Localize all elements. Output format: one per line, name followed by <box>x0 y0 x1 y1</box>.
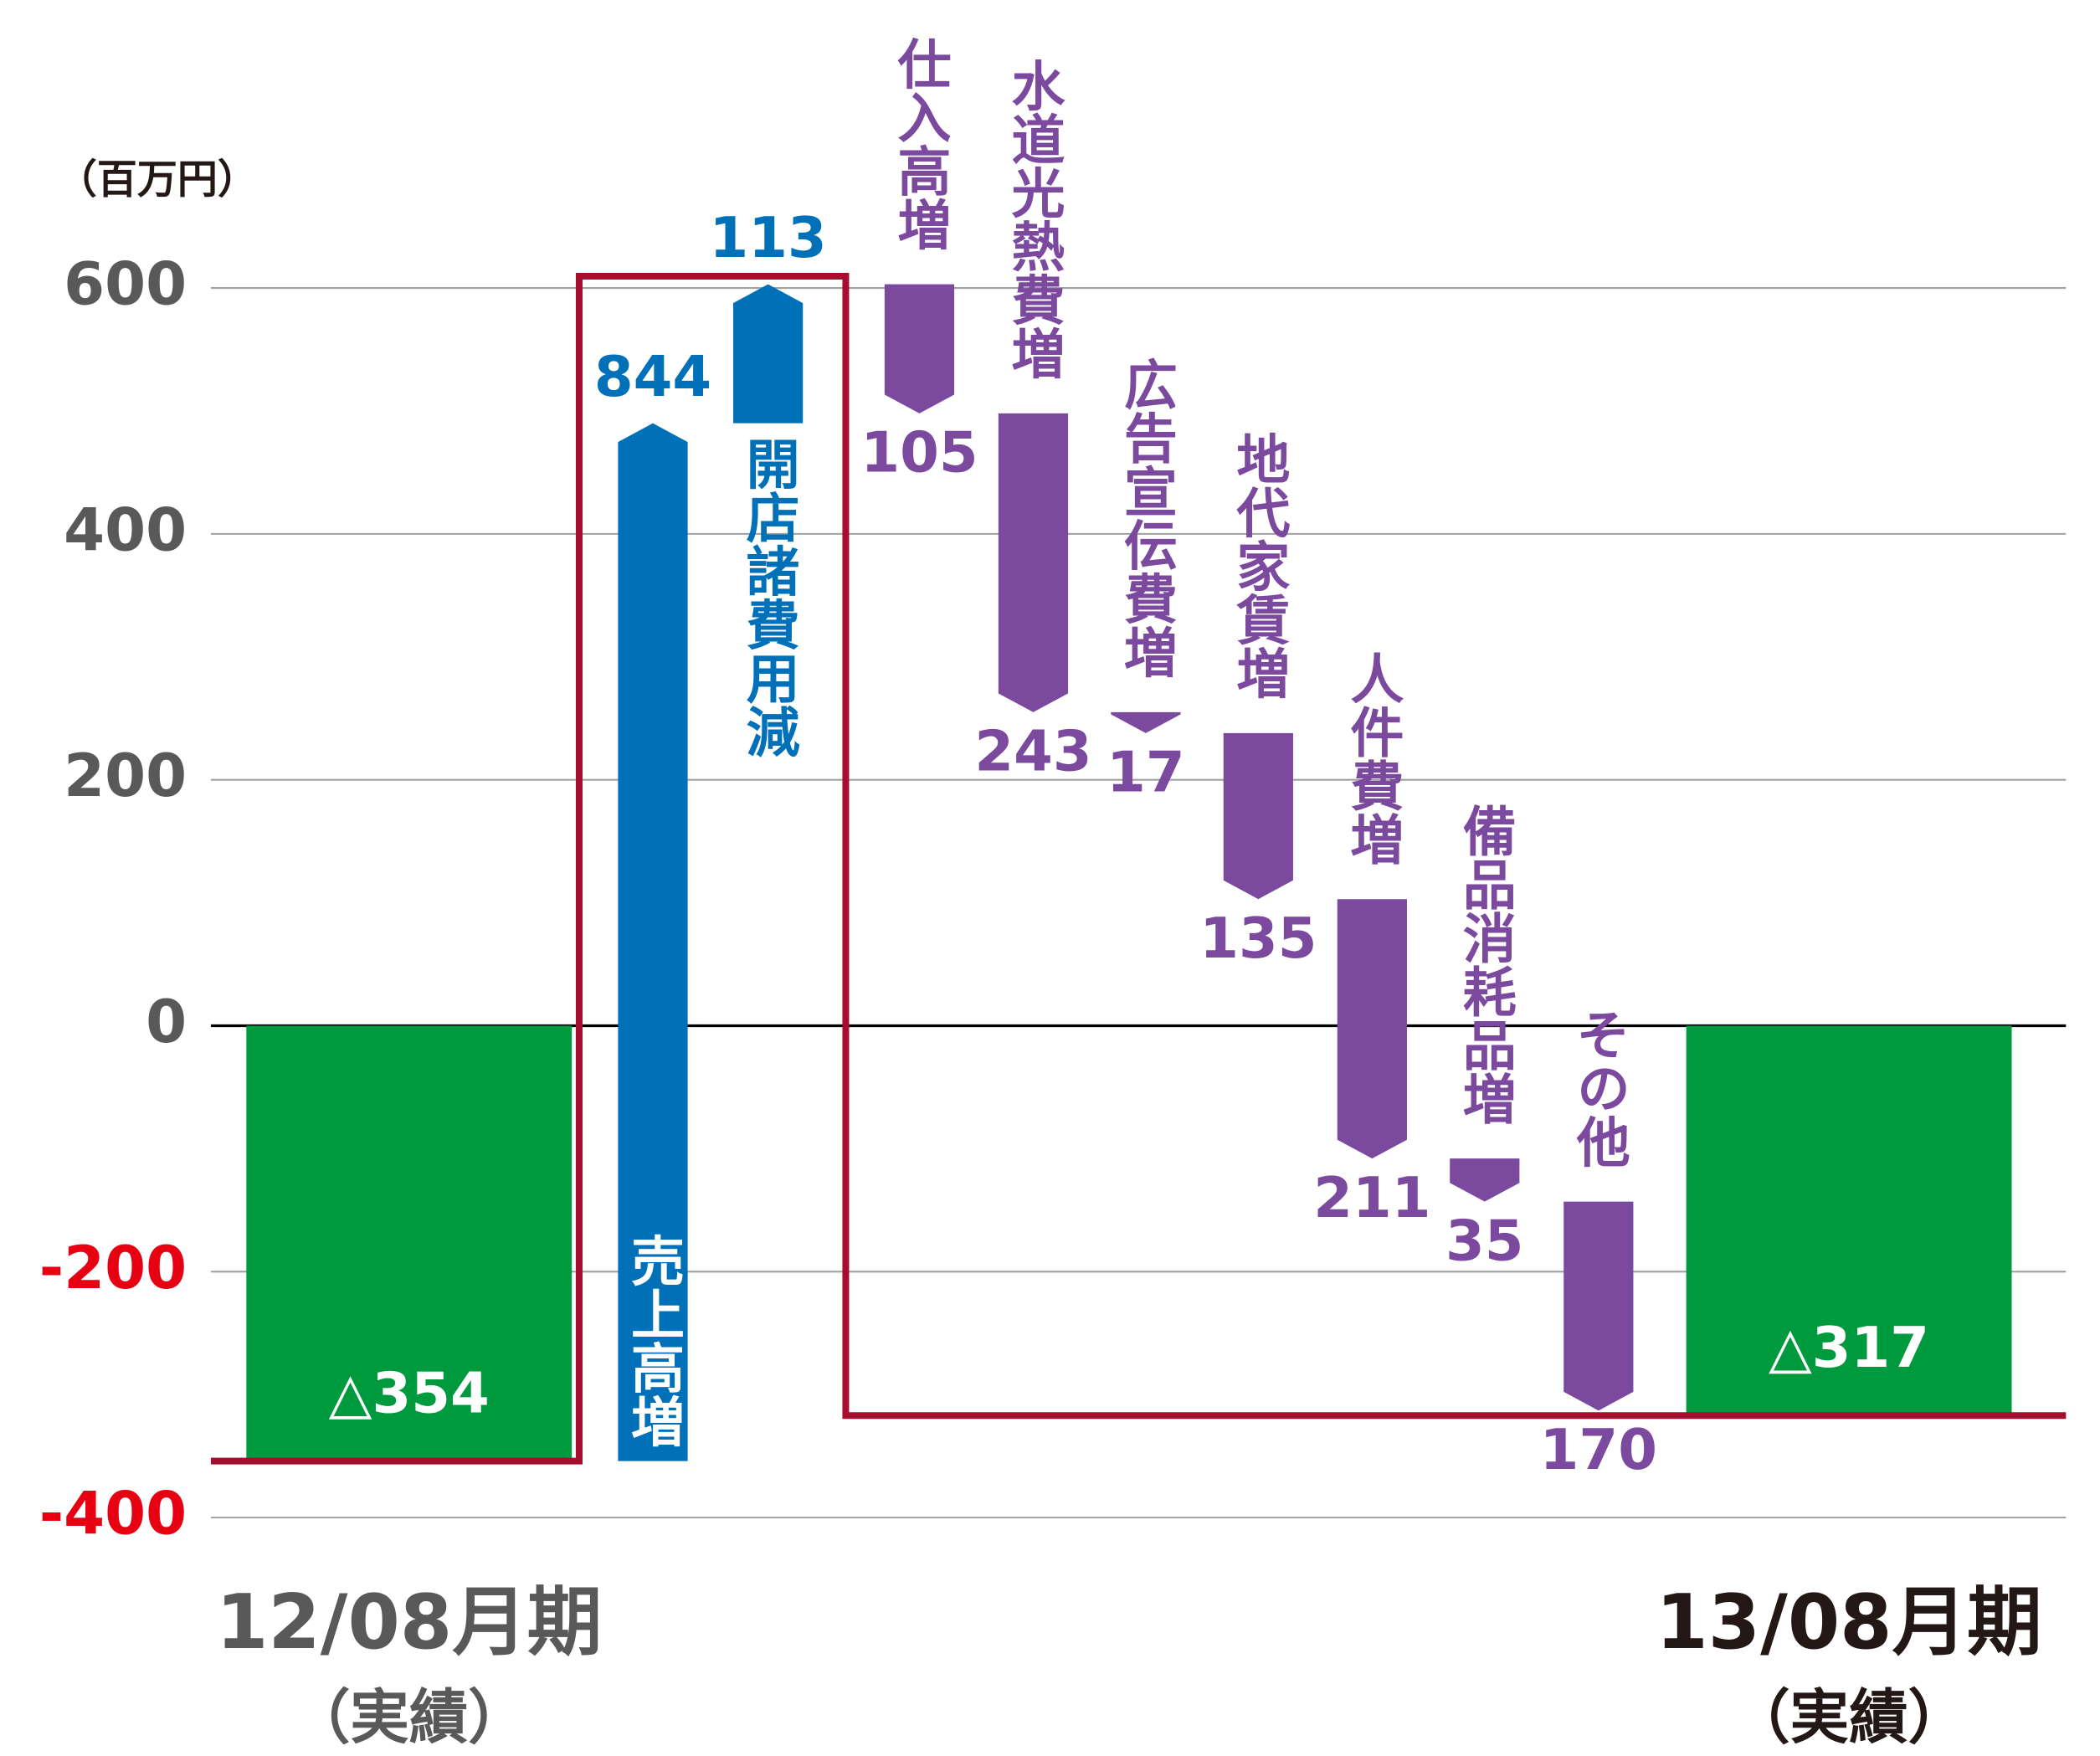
y-tick-label: 400 <box>64 495 187 564</box>
decrease-arrow <box>884 284 955 413</box>
value-label: 170 <box>1540 1417 1657 1482</box>
y-tick-label: 200 <box>64 742 187 810</box>
value-label: 105 <box>860 420 978 485</box>
highlight-frame <box>210 273 2067 1465</box>
decrease-arrow <box>1563 1201 1634 1411</box>
total-bar <box>1686 1025 2012 1416</box>
value-label: 135 <box>1199 906 1317 971</box>
category-label: 備品消耗品増 <box>1454 804 1517 1125</box>
y-tick-label: -400 <box>39 1480 187 1548</box>
y-tick-label: 600 <box>64 250 187 319</box>
category-label: その他 <box>1568 1008 1631 1168</box>
category-note: （実績） <box>1731 1683 1967 1752</box>
y-axis-unit: （百万円） <box>57 157 258 203</box>
decrease-arrow <box>998 413 1069 712</box>
decrease-arrow <box>1337 899 1407 1159</box>
y-tick-label: -200 <box>39 1234 187 1302</box>
category-label: 広告宣伝費増 <box>1115 357 1178 679</box>
category-label: 人件費増 <box>1341 651 1404 865</box>
category-label: 売上高増 <box>622 1234 685 1448</box>
value-label: 113 <box>709 205 826 270</box>
category-label: 地代家賃増 <box>1227 432 1291 700</box>
value-label: 844 <box>594 344 711 409</box>
value-label: 17 <box>1106 740 1185 805</box>
category-label: 仕入高増 <box>888 37 951 251</box>
category-label: 開店諸費用減 <box>737 437 800 758</box>
value-label: △354 <box>329 1360 490 1425</box>
value-label: 35 <box>1445 1208 1524 1273</box>
increase-arrow <box>618 423 688 1461</box>
increase-arrow <box>733 284 804 424</box>
decrease-arrow <box>1223 732 1293 900</box>
decrease-arrow <box>1450 1158 1520 1202</box>
category-label: 水道光熱費増 <box>1002 59 1065 380</box>
value-label: △317 <box>1769 1315 1929 1380</box>
category-label: 13/08月期 <box>1656 1579 2041 1666</box>
category-note: （実績） <box>291 1683 527 1752</box>
total-bar <box>246 1025 572 1461</box>
value-label: 243 <box>974 719 1091 784</box>
y-tick-label: 0 <box>146 988 187 1056</box>
value-label: 211 <box>1313 1165 1430 1230</box>
decrease-arrow <box>1111 711 1181 733</box>
category-label: 12/08月期 <box>216 1579 602 1666</box>
